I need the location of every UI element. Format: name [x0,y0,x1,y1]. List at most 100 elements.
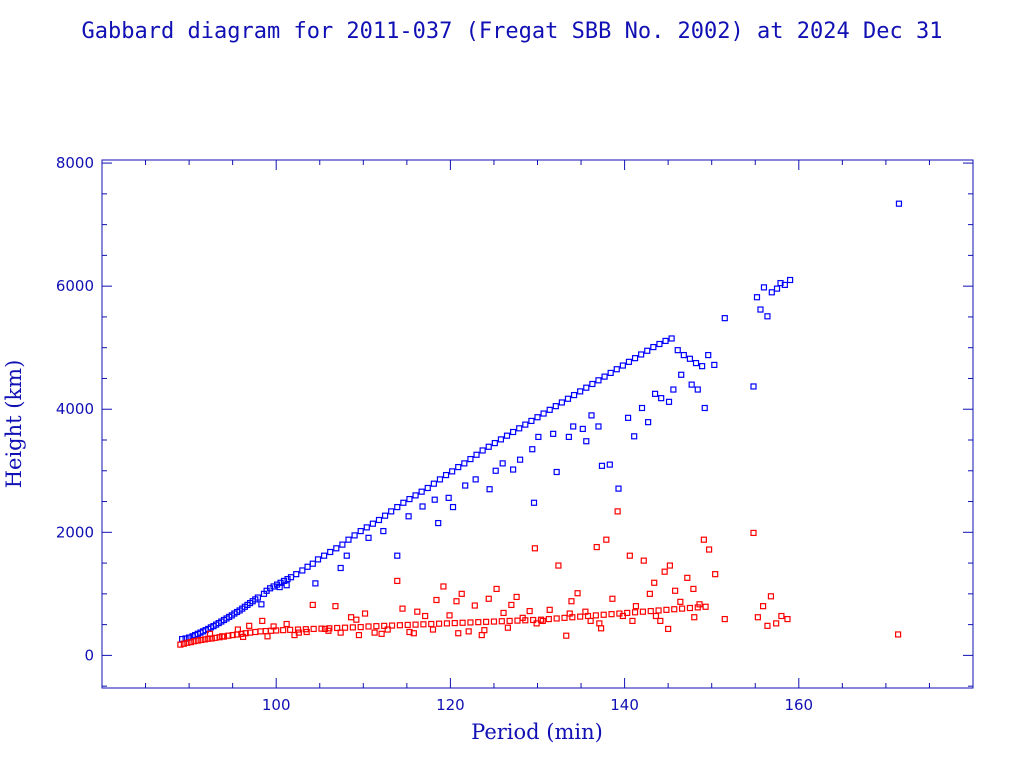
data-point [381,512,389,519]
data-point [516,456,524,463]
data-point [455,463,462,471]
data-point [435,620,443,627]
data-point [577,388,584,395]
data-point [299,567,306,574]
data-point [303,628,310,636]
data-point [365,623,372,630]
data-point [619,612,626,620]
data-point [424,484,431,492]
data-point [588,412,595,419]
data-point [592,612,599,619]
data-point [608,611,615,618]
data-point [614,508,621,515]
data-point [334,624,341,632]
data-point [619,362,626,369]
data-point [705,546,713,553]
data-point [400,499,407,506]
data-point [406,495,413,503]
data-point [529,446,536,453]
data-point [280,627,287,634]
data-point [499,460,506,467]
data-point [579,425,586,433]
data-point [483,618,490,625]
data-point [436,476,444,483]
data-point [540,410,547,417]
data-point [405,513,412,520]
data-point [337,629,344,636]
y-tick-label: 4000 [56,400,94,418]
data-point [490,618,498,625]
data-point [665,625,672,633]
data-point [493,585,500,593]
x-tick-label: 140 [610,696,639,714]
data-point [467,455,474,463]
data-point [234,626,241,633]
data-point [332,603,339,610]
data-point [287,626,294,633]
data-point [472,476,479,483]
y-tick-label: 2000 [56,523,94,541]
data-point [607,369,614,377]
data-point [701,404,708,412]
data-point [597,625,605,632]
data-point [440,583,447,590]
data-point [325,627,332,634]
data-point [672,587,679,594]
data-point [530,499,538,506]
data-point [696,601,703,608]
data-point [684,574,691,581]
data-point [721,315,728,322]
data-point [481,627,488,634]
data-point [553,615,560,622]
data-point [583,438,590,445]
data-point [333,545,340,552]
data-point [262,627,269,635]
data-point [357,623,364,631]
data-point [566,610,573,617]
data-point [422,612,429,620]
data-point [773,620,780,627]
data-point [764,622,771,629]
data-point [657,617,664,625]
data-point [201,636,208,643]
data-point [491,439,498,447]
data-point [357,527,364,535]
data-point [711,361,718,369]
data-point [570,423,577,430]
data-point [615,485,622,492]
data-point [513,593,520,601]
data-point [264,633,271,640]
data-point [555,562,562,569]
data-point [626,552,633,559]
data-point [631,355,639,362]
data-point [690,585,697,593]
data-point [485,595,492,602]
data-point [767,593,775,600]
data-point [506,617,513,625]
data-point [651,579,658,586]
data-point [497,436,505,443]
data-point [184,639,191,646]
data-point [270,623,277,630]
data-point [293,571,300,578]
data-point [656,340,663,348]
data-point [522,421,529,428]
data-point [702,603,709,610]
y-tick-label: 8000 [56,154,94,172]
data-point [429,626,437,633]
data-point [531,545,538,552]
data-point [341,624,349,631]
data-point [314,556,322,563]
data-point [420,621,427,628]
data-point [327,548,334,556]
data-point [309,601,316,609]
data-point [677,598,684,605]
data-point [686,604,694,612]
data-point [267,585,274,592]
data-point [550,430,557,437]
data-point [760,284,768,291]
data-point [680,351,687,359]
data-point [644,347,651,354]
data-point [750,383,757,390]
data-point [503,432,511,439]
